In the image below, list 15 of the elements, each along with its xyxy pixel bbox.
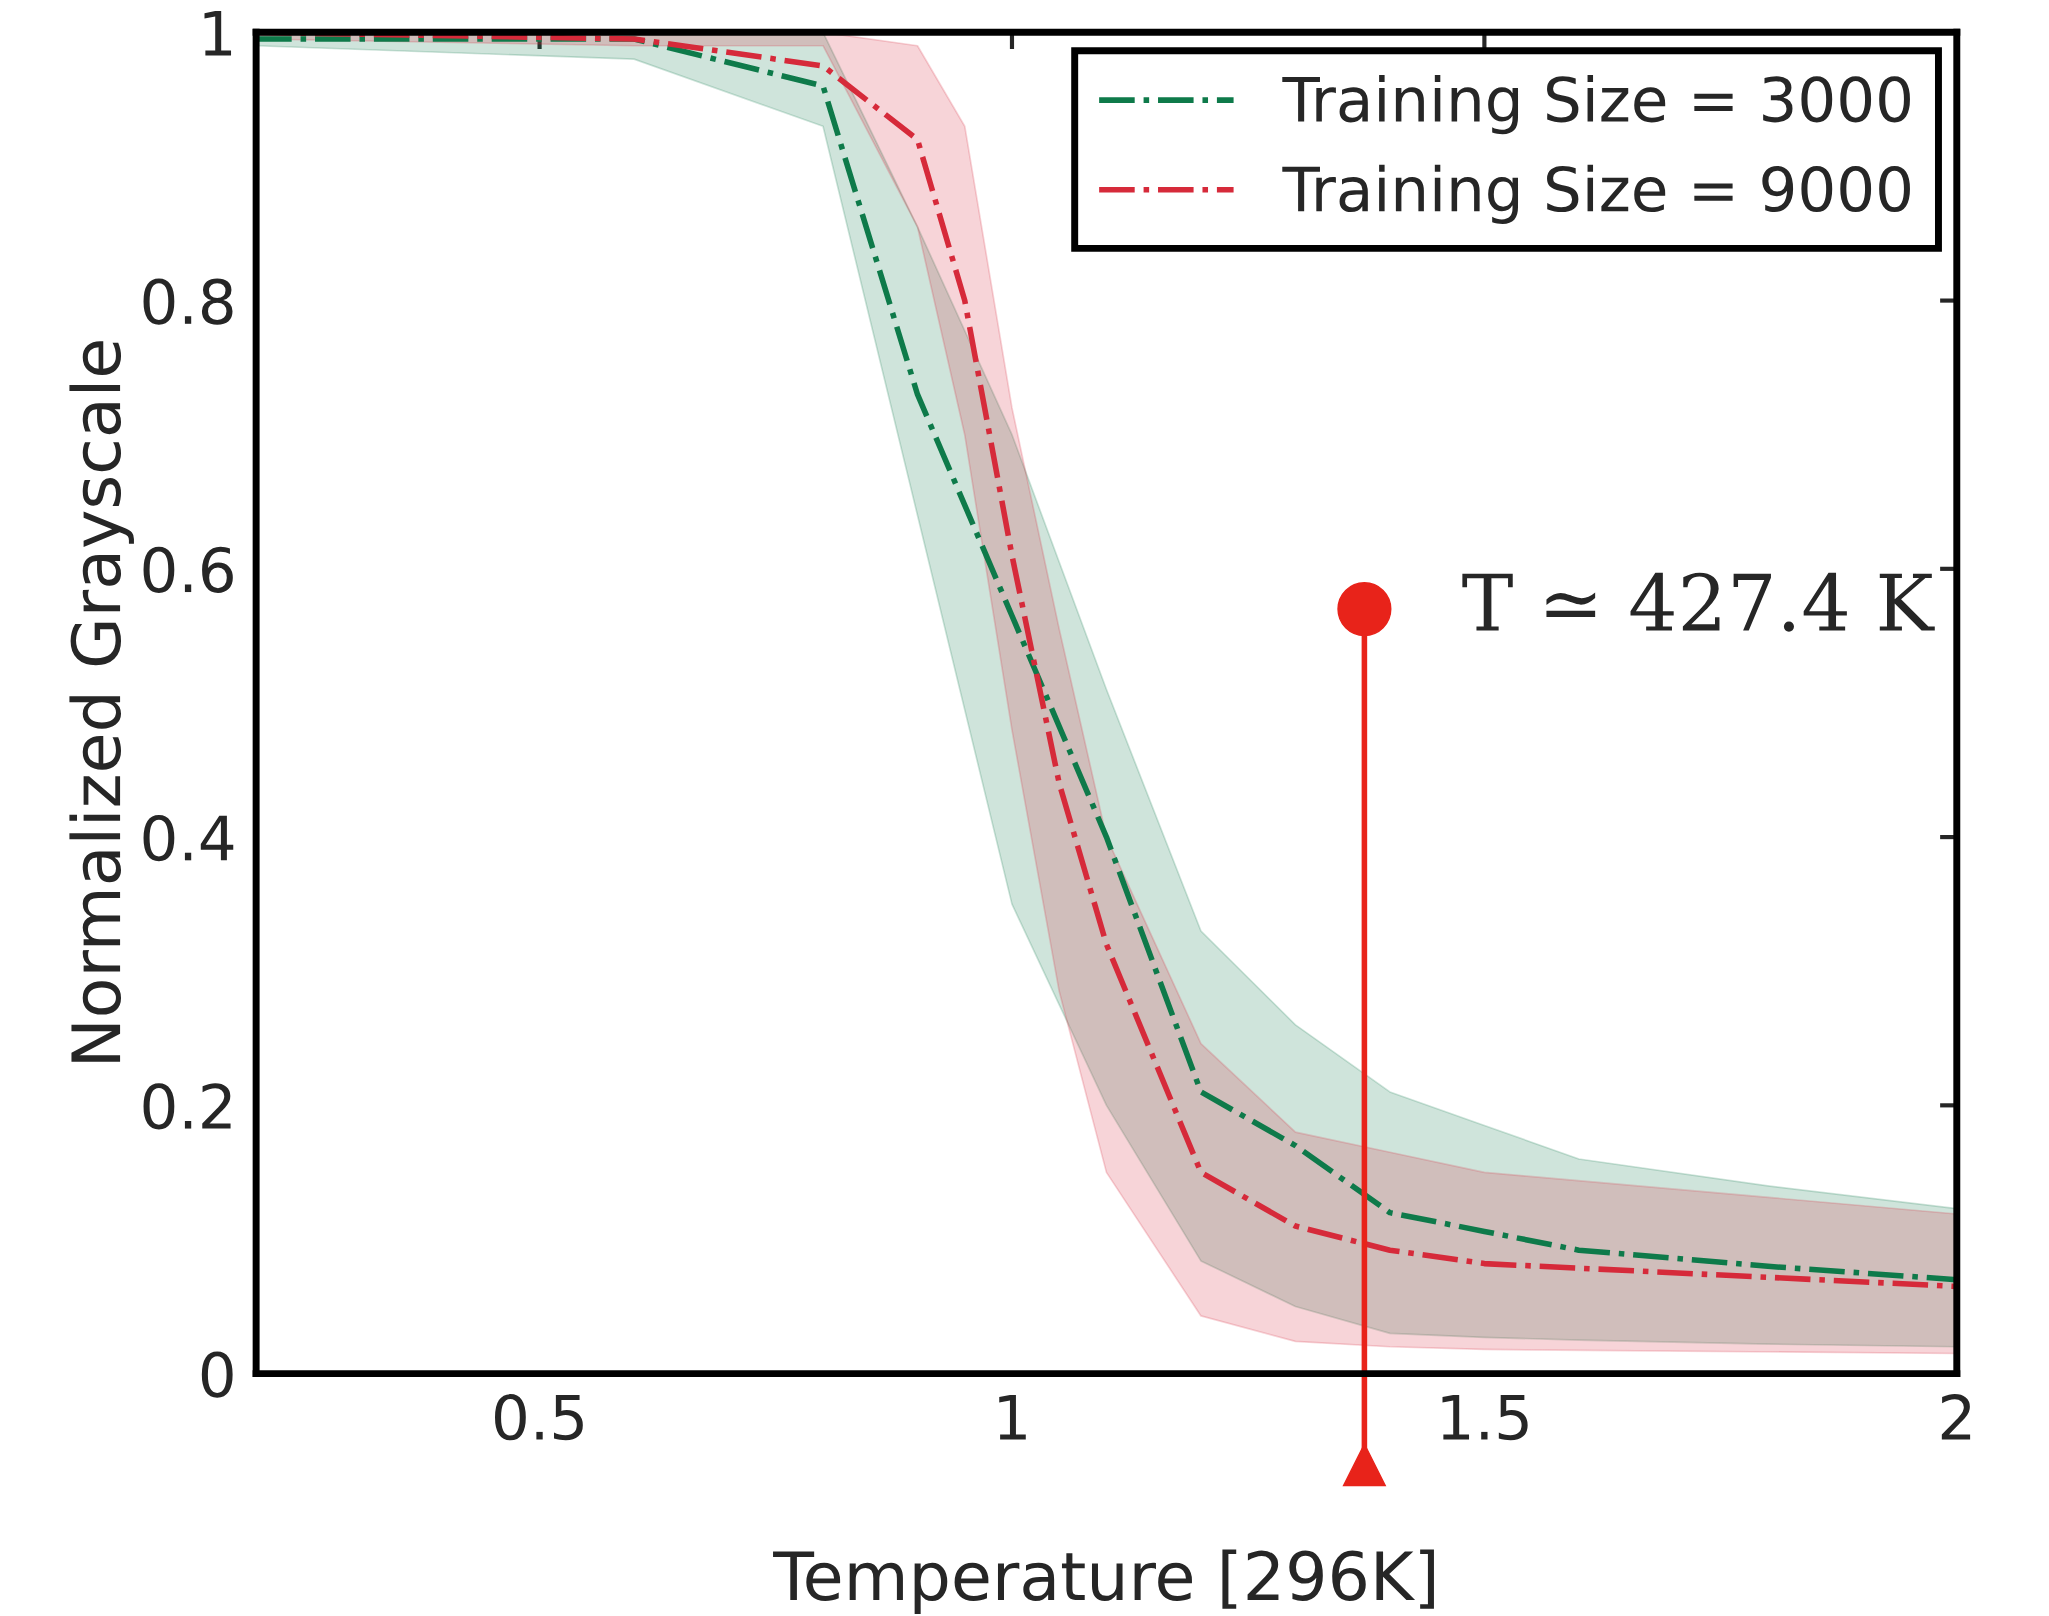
y-tick-label: 0.2 [143, 1083, 231, 1130]
x-tick-label: 2 [1941, 1394, 1971, 1440]
y-axis-title: Normalized Grayscale [69, 341, 134, 1062]
x-tick-label: 1.5 [1442, 1394, 1528, 1441]
legend-label: Training Size = 3000 [1282, 75, 1910, 135]
y-tick-label: 0.8 [143, 278, 233, 325]
x-tick-label: 1 [999, 1394, 1026, 1440]
x-tick-label: 0.5 [495, 1394, 583, 1441]
y-tick-label: 0 [201, 1351, 233, 1398]
y-tick-label: 0.6 [143, 546, 233, 593]
legend-label: Training Size = 9000 [1282, 164, 1910, 224]
x-axis-title: Temperature [296K] [773, 1549, 1434, 1614]
ref-line-label: T ≃ 427.4 K [1462, 572, 1935, 632]
y-tick-label: 1 [204, 10, 232, 56]
y-tick-label: 0.4 [143, 814, 234, 862]
